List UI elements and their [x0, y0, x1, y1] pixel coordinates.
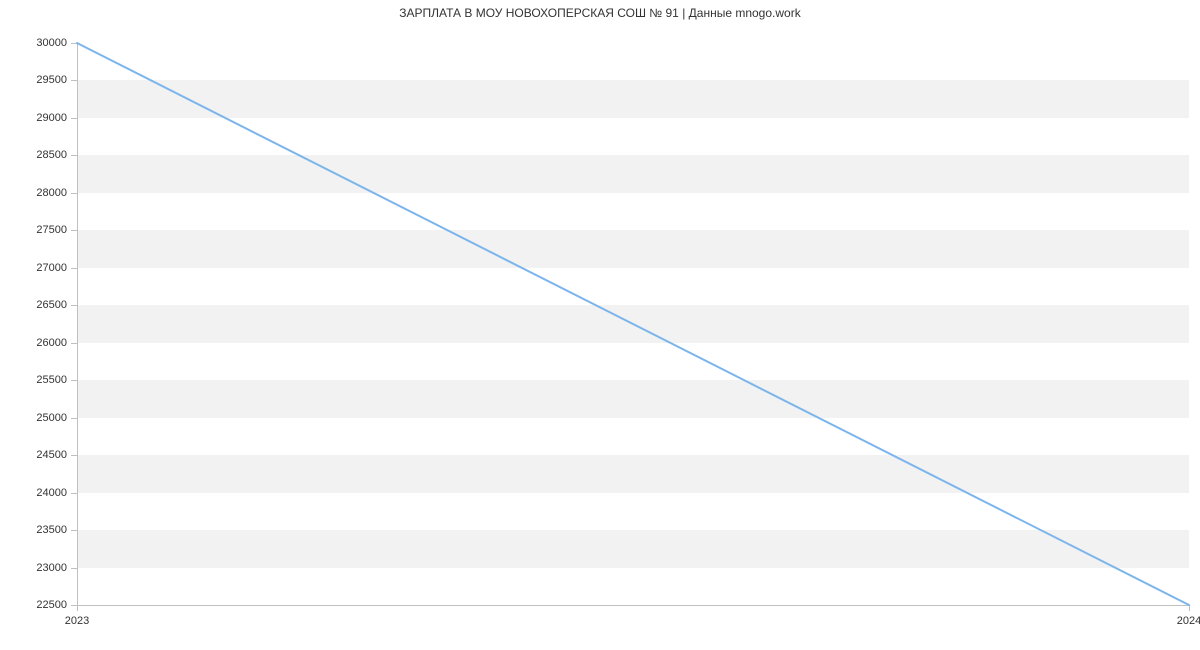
- y-tick-label: 29000: [36, 112, 67, 124]
- y-tick-label: 25500: [36, 374, 67, 386]
- y-tick-label: 22500: [36, 599, 67, 611]
- y-tick-label: 29500: [36, 74, 67, 86]
- y-tick-label: 24500: [36, 449, 67, 461]
- series-layer: [77, 43, 1189, 605]
- series-line-salary: [77, 43, 1189, 605]
- x-axis-line: [77, 605, 1189, 606]
- chart-title: ЗАРПЛАТА В МОУ НОВОХОПЕРСКАЯ СОШ № 91 | …: [0, 6, 1200, 20]
- y-tick-label: 27500: [36, 224, 67, 236]
- x-tick-label: 2023: [65, 615, 89, 627]
- y-tick-label: 30000: [36, 37, 67, 49]
- y-tick-label: 25000: [36, 412, 67, 424]
- y-tick-label: 23000: [36, 562, 67, 574]
- y-tick-label: 26000: [36, 337, 67, 349]
- y-tick-label: 24000: [36, 487, 67, 499]
- y-tick-label: 28500: [36, 149, 67, 161]
- y-tick-label: 28000: [36, 187, 67, 199]
- y-tick-label: 27000: [36, 262, 67, 274]
- y-tick-label: 23500: [36, 524, 67, 536]
- y-tick-label: 26500: [36, 299, 67, 311]
- x-tick: [77, 605, 78, 611]
- x-tick-label: 2024: [1177, 615, 1200, 627]
- salary-line-chart: ЗАРПЛАТА В МОУ НОВОХОПЕРСКАЯ СОШ № 91 | …: [0, 0, 1200, 650]
- plot-area: 2250023000235002400024500250002550026000…: [77, 43, 1189, 605]
